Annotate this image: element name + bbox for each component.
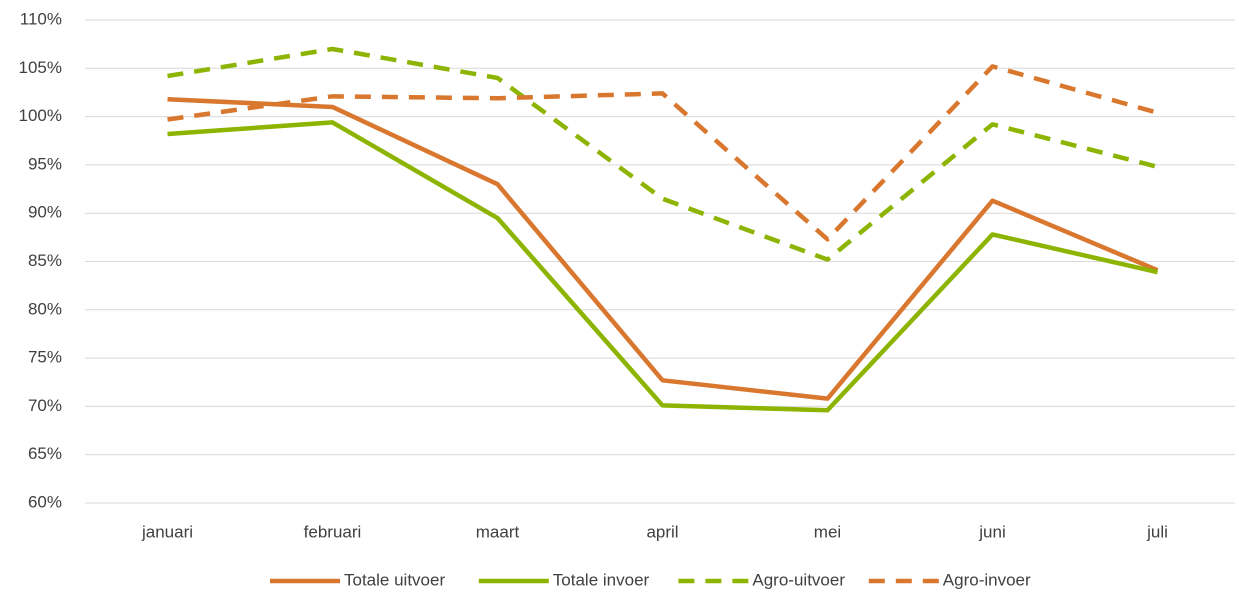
y-tick-label: 95% [28,154,62,173]
y-tick-label: 65% [28,444,62,463]
x-tick-label: april [646,522,678,541]
legend-label: Agro-uitvoer [752,570,845,589]
x-tick-label: mei [814,522,841,541]
x-tick-label: januari [141,522,193,541]
x-tick-label: februari [304,522,362,541]
series-line [167,120,1159,413]
y-tick-label: 90% [28,203,62,222]
y-tick-label: 70% [28,396,62,415]
x-tick-label: juni [978,522,1005,541]
y-tick-label: 80% [28,299,62,318]
y-tick-label: 85% [28,251,62,270]
legend-label: Totale invoer [553,570,650,589]
legend-label: Agro-invoer [943,570,1031,589]
x-tick-label: maart [476,522,520,541]
y-tick-label: 100% [19,106,62,125]
series-line [167,46,1159,262]
y-tick-label: 105% [19,58,62,77]
legend-label: Totale uitvoer [344,570,445,589]
x-tick-label: juli [1146,522,1168,541]
series-line [167,96,1159,401]
y-tick-label: 60% [28,492,62,511]
y-tick-label: 75% [28,348,62,367]
y-tick-label: 110% [20,9,62,28]
series-line [167,64,1159,242]
